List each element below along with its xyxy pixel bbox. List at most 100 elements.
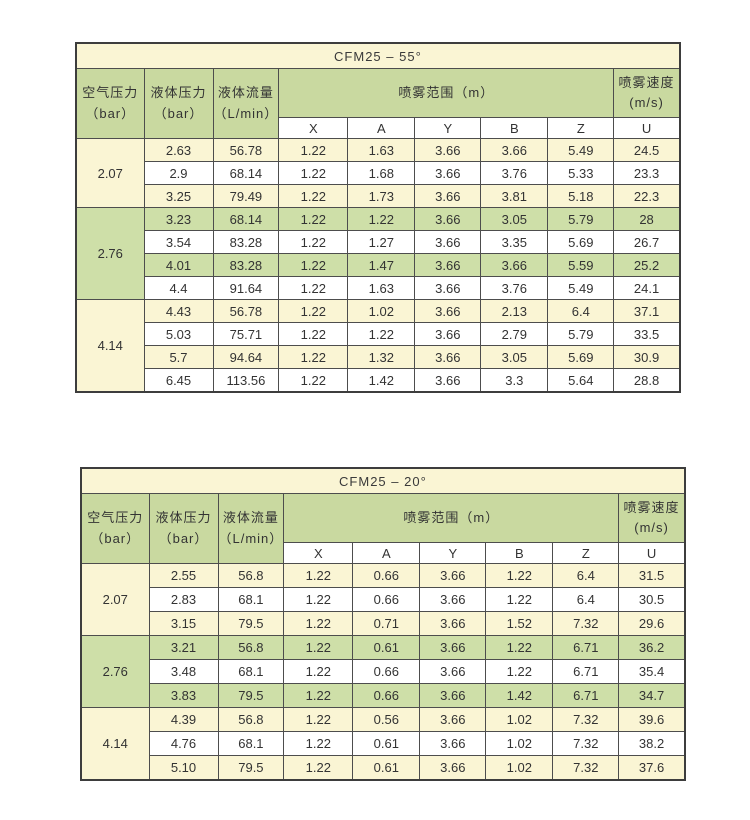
data-cell: 2.9 (143, 161, 214, 185)
header-flow-line2: （L/min） (213, 105, 279, 121)
data-cell: 23.3 (613, 161, 681, 185)
data-cell: 33.5 (613, 322, 681, 346)
header-spray-speed: 喷雾速度 (m/s) (613, 68, 681, 118)
data-cell: 68.14 (212, 207, 280, 231)
data-cell: 7.32 (552, 611, 620, 636)
data-cell: 3.66 (480, 253, 549, 277)
data-cell: 3.54 (143, 230, 214, 254)
data-cell: 3.21 (148, 635, 219, 660)
data-cell: 1.02 (485, 755, 554, 781)
data-cell: 3.66 (419, 587, 487, 612)
data-cell: 36.2 (618, 635, 686, 660)
table-row: 3.25 79.49 1.22 1.73 3.66 3.81 5.18 22.3 (76, 184, 681, 208)
data-cell: 30.9 (613, 345, 681, 369)
data-cell: 2.83 (148, 587, 219, 612)
cfm25-20-section: CFM25 – 20° 空气压力 （bar） 液体压力 （bar） 液体流量 （… (80, 467, 686, 781)
header-liquid-pressure: 液体压力 （bar） (143, 68, 214, 139)
data-cell: 5.10 (148, 755, 219, 781)
data-cell: 38.2 (618, 731, 686, 756)
data-cell: 3.25 (143, 184, 214, 208)
header-air-pressure: 空气压力 （bar） (75, 68, 145, 139)
data-cell: 1.73 (347, 184, 416, 208)
subheader-z: Z (552, 542, 620, 564)
data-cell: 24.5 (613, 138, 681, 162)
header-liquid-pressure-line2: （bar） (153, 105, 204, 121)
header-spray-range: 喷雾范围（m） (278, 68, 615, 118)
data-cell: 91.64 (212, 276, 280, 300)
data-cell: 6.71 (552, 659, 620, 684)
data-cell: 1.02 (485, 731, 554, 756)
data-cell: 83.28 (212, 230, 280, 254)
header-liquid-pressure: 液体压力 （bar） (148, 493, 219, 564)
data-cell: 6.4 (552, 563, 620, 588)
table-row: 4.14 4.39 56.8 1.22 0.56 3.66 1.02 7.32 39.6 (80, 707, 686, 781)
data-cell: 2.13 (480, 299, 549, 323)
table-row: 2.76 3.21 56.8 1.22 0.61 3.66 1.22 6.71 36.2 (80, 635, 686, 708)
header-air-pressure-line1: 空气压力 (87, 510, 144, 526)
data-cell: 34.7 (618, 683, 686, 708)
header-flow: 液体流量 （L/min） (217, 493, 285, 564)
data-cell: 3.66 (414, 253, 482, 277)
data-cell: 1.22 (485, 635, 554, 660)
cfm25-55-section: CFM25 – 55° 空气压力 （bar） 液体压力 （bar） 液体流量 （… (75, 42, 681, 393)
data-cell: 1.22 (278, 345, 349, 369)
data-cell: 5.03 (143, 322, 214, 346)
data-cell: 28 (613, 207, 681, 231)
data-cell: 79.49 (212, 184, 280, 208)
cfm25-20-table: CFM25 – 20° 空气压力 （bar） 液体压力 （bar） 液体流量 （… (80, 467, 686, 781)
table-row: 3.48 68.1 1.22 0.66 3.66 1.22 6.71 35.4 (81, 659, 686, 684)
data-cell: 3.66 (414, 276, 482, 300)
header-spray-range: 喷雾范围（m） (283, 493, 620, 543)
data-cell: 1.22 (283, 683, 354, 708)
data-cell: 3.76 (480, 161, 549, 185)
table-row: 4.4 91.64 1.22 1.63 3.66 3.76 5.49 24.1 (76, 276, 681, 300)
subheader-b: B (485, 542, 554, 564)
data-cell: 3.66 (419, 683, 487, 708)
data-cell: 79.5 (217, 683, 285, 708)
header-air-pressure-line2: （bar） (85, 105, 136, 121)
data-cell: 7.32 (552, 731, 620, 756)
data-cell: 2.79 (480, 322, 549, 346)
data-cell: 3.81 (480, 184, 549, 208)
data-cell: 1.42 (485, 683, 554, 708)
data-cell: 4.39 (148, 707, 219, 732)
data-cell: 3.66 (419, 635, 487, 660)
header-spray-speed-line1: 喷雾速度 (623, 499, 680, 515)
data-cell: 68.1 (217, 731, 285, 756)
data-cell: 94.64 (212, 345, 280, 369)
data-cell: 1.63 (347, 276, 416, 300)
data-cell: 1.22 (283, 659, 354, 684)
data-cell: 26.7 (613, 230, 681, 254)
header-flow-line1: 液体流量 (217, 85, 274, 101)
table-row: 5.03 75.71 1.22 1.22 3.66 2.79 5.79 33.5 (76, 322, 681, 346)
data-cell: 28.8 (613, 368, 681, 393)
data-cell: 3.66 (480, 138, 549, 162)
data-cell: 75.71 (212, 322, 280, 346)
data-cell: 3.66 (414, 299, 482, 323)
data-cell: 3.66 (419, 611, 487, 636)
data-cell: 3.66 (419, 659, 487, 684)
data-cell: 1.22 (283, 635, 354, 660)
data-cell: 56.8 (217, 635, 285, 660)
data-cell: 6.45 (143, 368, 214, 393)
data-cell: 1.22 (283, 563, 354, 588)
table-row: 3.83 79.5 1.22 0.66 3.66 1.42 6.71 34.7 (81, 683, 686, 708)
air-pressure-group-cell: 2.07 (80, 563, 150, 636)
data-cell: 3.66 (419, 755, 487, 781)
data-cell: 3.66 (414, 322, 482, 346)
subheader-row: X A Y B Z U (81, 542, 686, 564)
data-cell: 79.5 (217, 755, 285, 781)
air-pressure-group-cell: 2.76 (80, 635, 150, 708)
subheader-a: A (352, 542, 421, 564)
data-cell: 39.6 (618, 707, 686, 732)
header-row: 空气压力 （bar） 液体压力 （bar） 液体流量 （L/min） 喷雾范围（… (75, 68, 681, 139)
data-cell: 0.71 (352, 611, 421, 636)
subheader-z: Z (547, 117, 615, 139)
data-cell: 3.66 (414, 161, 482, 185)
table-row: 3.15 79.5 1.22 0.71 3.66 1.52 7.32 29.6 (81, 611, 686, 636)
data-cell: 7.32 (552, 707, 620, 732)
data-cell: 35.4 (618, 659, 686, 684)
data-cell: 37.6 (618, 755, 686, 781)
data-cell: 1.02 (347, 299, 416, 323)
air-pressure-group-cell: 4.14 (75, 299, 145, 393)
